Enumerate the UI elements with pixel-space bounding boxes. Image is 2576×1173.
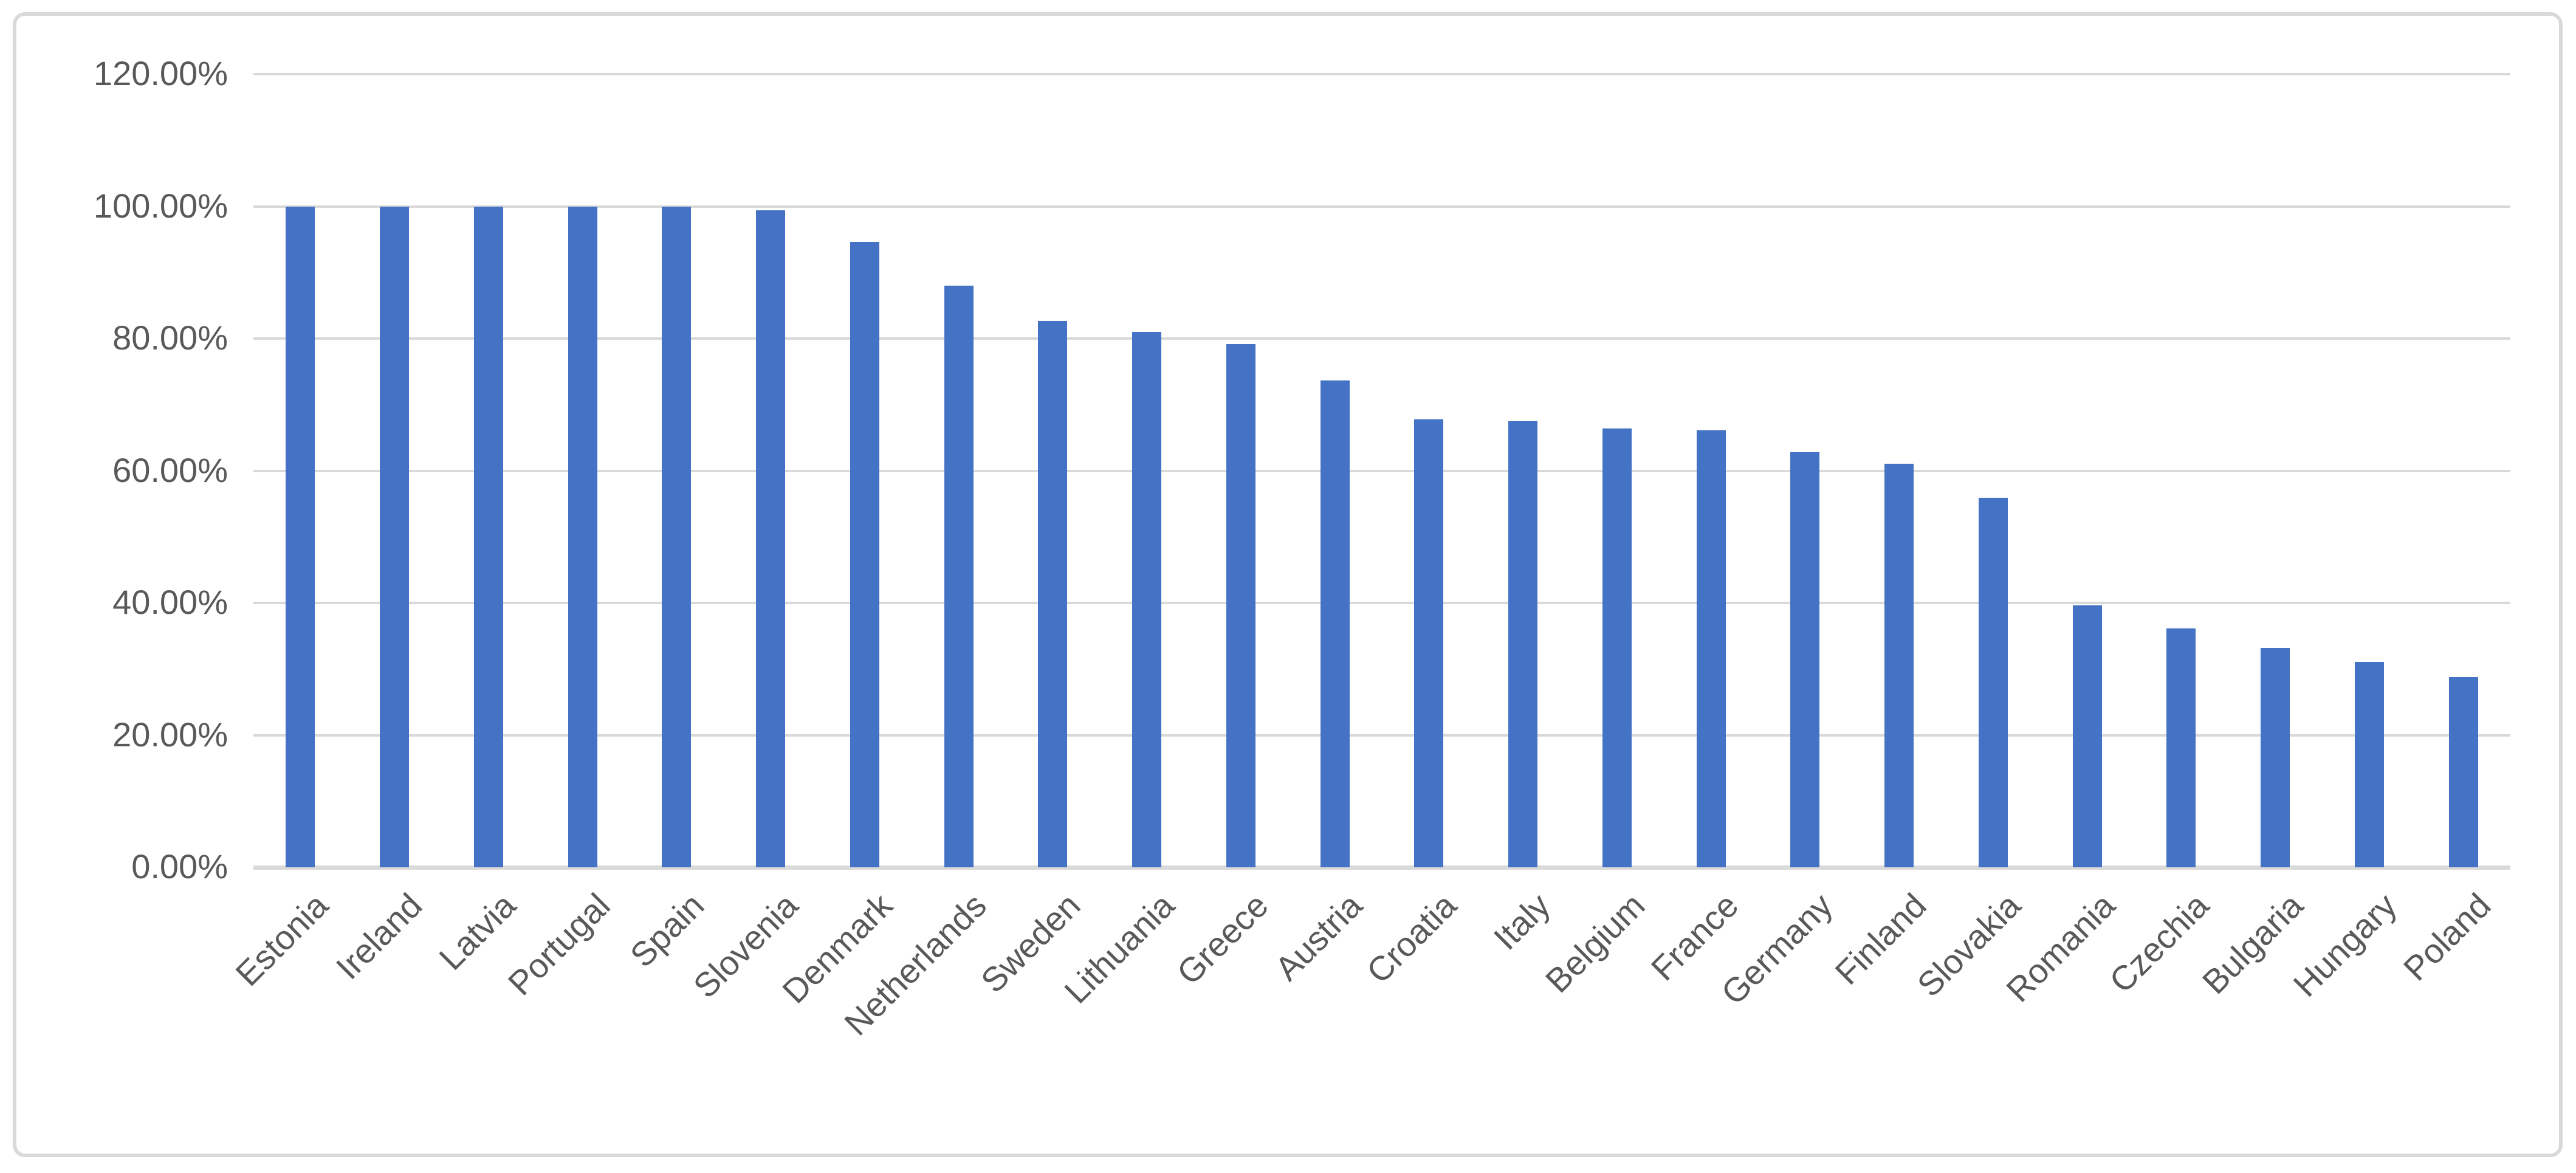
bar-finland [1884,463,1914,867]
x-tick-label: Hungary [2286,886,2405,1004]
bar-germany [1790,452,1820,867]
x-tick-label: Latvia [431,886,524,977]
bar-sweden [1038,320,1068,867]
gridline [253,205,2510,208]
x-tick-label: Croatia [1359,886,1464,991]
x-tick-label: Italy [1486,886,1558,957]
x-tick-label: Czechia [2101,886,2216,1000]
bar-spain [662,206,692,867]
bar-romania [2072,605,2102,867]
x-tick-label: Spain [622,886,712,975]
y-tick-label: 120.00% [93,54,228,92]
bar-ireland [380,206,410,867]
bar-denmark [850,242,879,867]
gridline [253,469,2510,472]
bar-netherlands [944,286,974,867]
x-tick-label: Poland [2396,886,2498,988]
bar-hungary [2354,661,2384,867]
bar-lithuania [1132,332,1162,867]
x-tick-label: Portugal [500,886,617,1003]
x-tick-label: Greece [1169,886,1276,992]
bar-portugal [568,206,597,867]
x-axis-line [253,865,2510,870]
bar-poland [2448,676,2478,867]
y-tick-label: 80.00% [112,318,228,357]
bar-belgium [1602,428,1632,867]
x-tick-label: Estonia [227,886,335,994]
x-tick-label: Austria [1267,886,1370,988]
bar-slovenia [756,210,786,867]
y-tick-label: 0.00% [131,847,228,886]
x-tick-label: Belgium [1537,886,1652,1000]
bar-czechia [2166,628,2196,867]
gridline [253,337,2510,340]
bar-estonia [286,206,315,867]
gridline [253,73,2510,75]
chart-frame: 0.00% 20.00% 40.00% 60.00% 80.00% 100.00% 120.… [13,12,2563,1157]
bar-bulgaria [2261,647,2290,867]
bar-greece [1226,343,1255,867]
bar-france [1696,430,1726,867]
bar-latvia [473,206,503,867]
bar-croatia [1414,419,1444,867]
bar-italy [1508,421,1538,867]
gridline [253,734,2510,737]
x-tick-label: Ireland [328,886,430,987]
bar-austria [1320,380,1350,867]
gridline [253,602,2510,604]
y-tick-label: 40.00% [112,583,228,621]
y-tick-label: 100.00% [93,186,228,225]
y-tick-label: 60.00% [112,450,228,489]
y-tick-label: 20.00% [112,715,228,754]
bar-slovakia [1978,498,2008,867]
